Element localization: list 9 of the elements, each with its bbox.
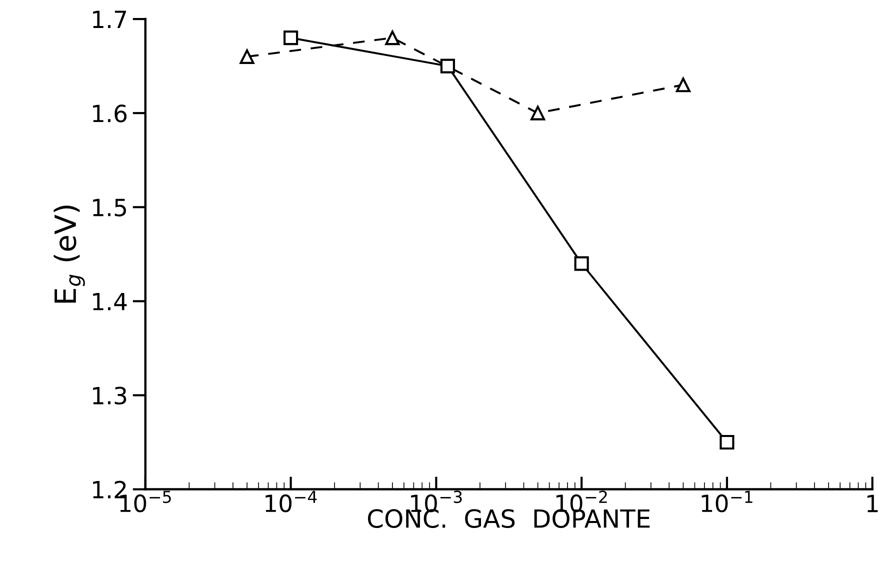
x-tick-label: 10$^{−1}$ [702, 490, 752, 512]
y-tick-label: 1.7 [93, 10, 126, 28]
y-tick-label: 1.5 [93, 198, 126, 216]
y-tick-label: 1.3 [93, 386, 126, 405]
x-tick-label: 1 [867, 494, 878, 512]
y-axis-title: E$_{g}$ (eV) [54, 206, 85, 303]
y-tick-label: 1.4 [93, 292, 127, 310]
x-tick-label: 10$^{−4}$ [266, 490, 317, 512]
y-tick-label: 1.6 [93, 104, 127, 122]
